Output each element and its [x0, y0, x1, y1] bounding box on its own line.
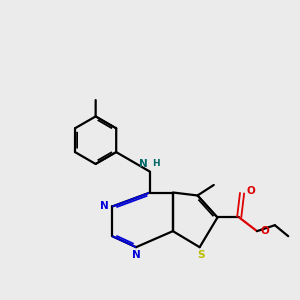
Text: S: S: [197, 250, 205, 260]
Text: O: O: [246, 186, 255, 196]
Text: O: O: [261, 226, 270, 236]
Text: N: N: [100, 201, 108, 211]
Text: H: H: [152, 159, 160, 168]
Text: N: N: [139, 159, 148, 169]
Text: N: N: [132, 250, 140, 260]
